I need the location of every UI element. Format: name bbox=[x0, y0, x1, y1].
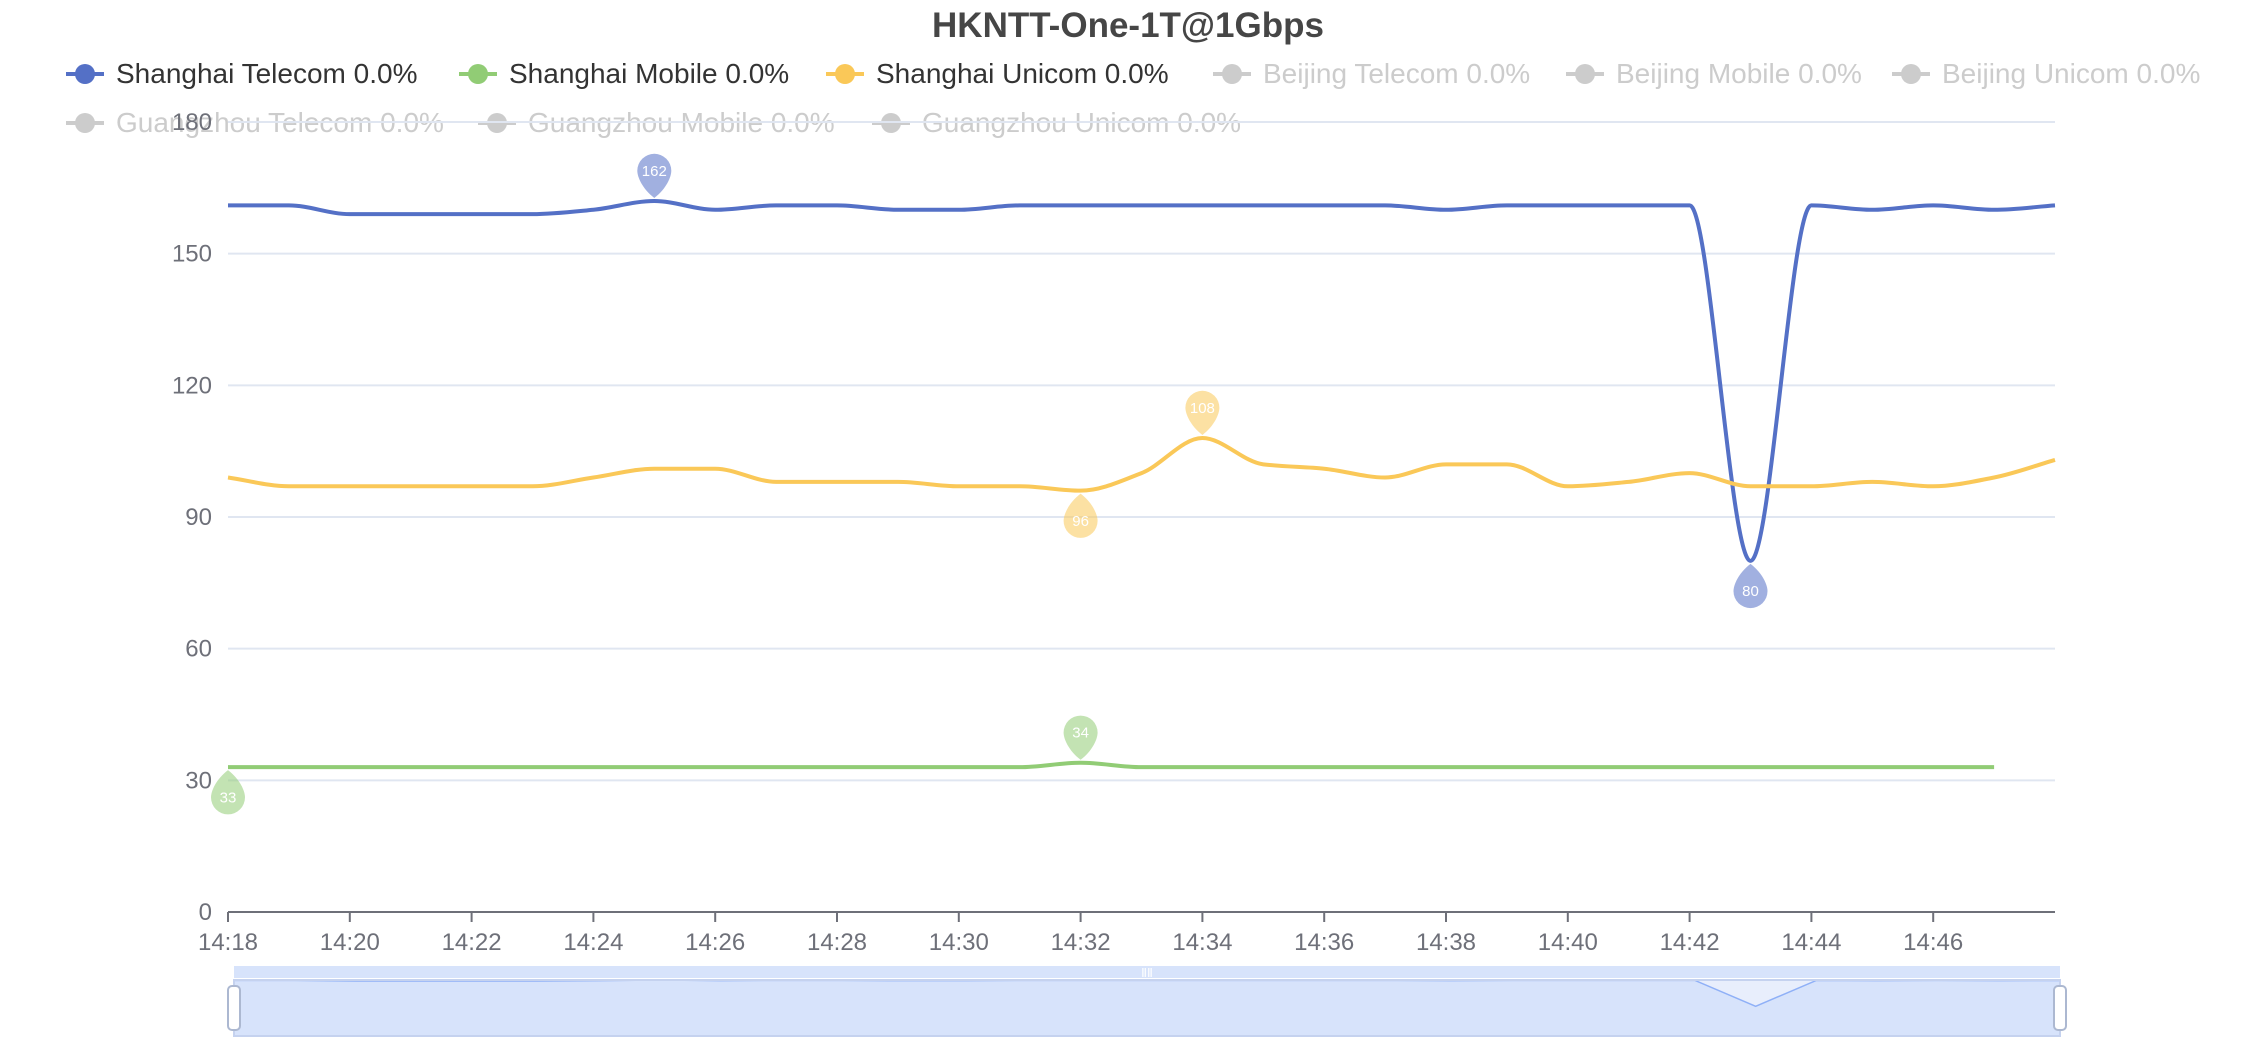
legend-label: Beijing Unicom 0.0% bbox=[1942, 58, 2201, 89]
x-tick-label: 14:24 bbox=[563, 929, 623, 956]
legend-item-beijing-telecom[interactable]: Beijing Telecom 0.0% bbox=[1213, 56, 1530, 92]
legend-icon bbox=[1213, 64, 1251, 84]
legend-icon bbox=[66, 113, 104, 133]
x-tick-label: 14:44 bbox=[1781, 929, 1841, 956]
slider-top-bar[interactable] bbox=[234, 966, 2060, 978]
legend-icon bbox=[66, 64, 104, 84]
y-tick-label: 180 bbox=[172, 109, 212, 136]
marker-pin bbox=[1185, 390, 1220, 435]
legend-item-shanghai-mobile[interactable]: Shanghai Mobile 0.0% bbox=[459, 56, 789, 92]
legend-icon bbox=[1566, 64, 1604, 84]
marker-pin bbox=[1063, 493, 1098, 538]
axes: 0 30 60 90 120 150 180 14:18 14:20 14:22 14:24 14:2… bbox=[172, 109, 2055, 956]
marker-label: 108 bbox=[1190, 400, 1215, 417]
x-tick-label: 14:26 bbox=[685, 929, 745, 956]
x-tick-label: 14:28 bbox=[807, 929, 867, 956]
marker-min-shanghai-unicom[interactable]: 96 bbox=[1063, 493, 1098, 538]
x-tick-label: 14:40 bbox=[1538, 929, 1598, 956]
marker-label: 96 bbox=[1072, 513, 1089, 530]
marker-label: 34 bbox=[1072, 725, 1089, 742]
y-tick-label: 0 bbox=[199, 899, 212, 926]
slider-handle-left[interactable] bbox=[227, 985, 241, 1031]
marker-min-shanghai-mobile[interactable]: 33 bbox=[211, 770, 245, 815]
grid-lines bbox=[228, 121, 2055, 782]
x-tick-label: 14:36 bbox=[1294, 929, 1354, 956]
x-tick-label: 14:30 bbox=[929, 929, 989, 956]
marker-pin bbox=[1733, 563, 1768, 609]
x-tick-label: 14:18 bbox=[198, 929, 258, 956]
zoom-slider[interactable]: ⅡⅡ bbox=[227, 966, 2067, 1037]
marker-pin bbox=[211, 770, 245, 815]
x-tick-label: 14:46 bbox=[1903, 929, 1963, 956]
legend-label: Beijing Mobile 0.0% bbox=[1616, 58, 1862, 89]
legend-label: Shanghai Unicom 0.0% bbox=[876, 58, 1169, 89]
chart-title: HKNTT-One-1T@1Gbps bbox=[932, 6, 1324, 45]
marker-pin bbox=[1063, 715, 1098, 760]
slider-handle-right[interactable] bbox=[2053, 985, 2067, 1031]
y-tick-label: 30 bbox=[185, 767, 212, 794]
y-tick-label: 90 bbox=[185, 504, 212, 531]
marker-label: 80 bbox=[1742, 583, 1759, 600]
x-tick-label: 14:42 bbox=[1660, 929, 1720, 956]
series-line-shanghai-telecom[interactable] bbox=[227, 199, 2056, 563]
series-line-shanghai-mobile[interactable] bbox=[228, 760, 1995, 770]
legend-item-shanghai-telecom[interactable]: Shanghai Telecom 0.0% bbox=[66, 56, 417, 92]
legend-item-beijing-unicom[interactable]: Beijing Unicom 0.0% bbox=[1892, 56, 2200, 92]
marker-max-shanghai-telecom[interactable]: 162 bbox=[637, 153, 672, 198]
marker-pin bbox=[637, 153, 672, 198]
marker-max-shanghai-unicom[interactable]: 108 bbox=[1185, 390, 1220, 435]
series-lines bbox=[227, 199, 2056, 770]
grip-icon[interactable]: ⅡⅡ bbox=[1141, 966, 1153, 980]
y-tick-label: 120 bbox=[172, 372, 212, 399]
y-tick-label: 150 bbox=[172, 241, 212, 268]
legend-item-beijing-mobile[interactable]: Beijing Mobile 0.0% bbox=[1566, 56, 1862, 92]
legend-label: Shanghai Mobile 0.0% bbox=[509, 58, 790, 89]
legend-label: Shanghai Telecom 0.0% bbox=[116, 58, 418, 89]
marker-max-shanghai-mobile[interactable]: 34 bbox=[1063, 715, 1098, 760]
legend-label: Beijing Telecom 0.0% bbox=[1263, 58, 1531, 89]
x-tick-label: 14:38 bbox=[1416, 929, 1476, 956]
x-tick-label: 14:22 bbox=[442, 929, 502, 956]
x-tick-label: 14:34 bbox=[1172, 929, 1232, 956]
y-tick-label: 60 bbox=[185, 636, 212, 663]
marker-min-shanghai-telecom[interactable]: 80 bbox=[1733, 563, 1768, 609]
legend-icon bbox=[459, 64, 497, 84]
legend-item-shanghai-unicom[interactable]: Shanghai Unicom 0.0% bbox=[826, 56, 1169, 92]
x-tick-label: 14:32 bbox=[1051, 929, 1111, 956]
legend-icon bbox=[826, 64, 864, 84]
series-line-shanghai-unicom[interactable] bbox=[227, 436, 2056, 493]
legend-icon bbox=[1892, 64, 1930, 84]
marker-label: 33 bbox=[220, 789, 237, 806]
x-tick-label: 14:20 bbox=[320, 929, 380, 956]
marker-label: 162 bbox=[642, 163, 667, 180]
markers: 162 80 34 33 108 96 bbox=[211, 153, 1768, 815]
